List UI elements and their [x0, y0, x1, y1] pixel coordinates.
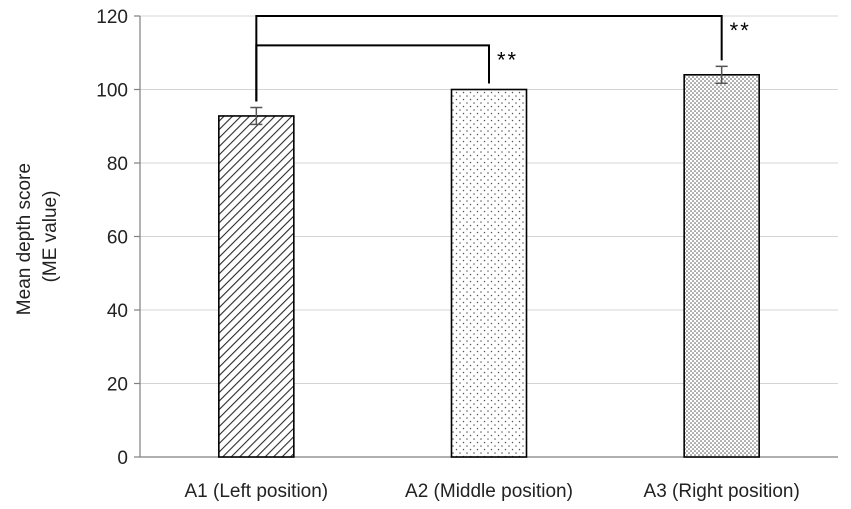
y-tick-label: 40	[107, 301, 128, 322]
bar	[450, 88, 528, 458]
y-tick-label: 60	[107, 228, 128, 249]
y-tick-label: 0	[117, 448, 128, 469]
error-bars	[250, 65, 728, 126]
bar	[683, 74, 760, 458]
significance-label: **	[730, 18, 751, 43]
y-axis-title-line2: (ME value)	[40, 191, 61, 283]
significance-label: **	[497, 47, 518, 72]
category-label: A1 (Left position)	[185, 481, 329, 502]
category-labels: A1 (Left position) A2 (Middle position) A3…	[185, 481, 800, 502]
y-tick-label: 120	[96, 7, 128, 28]
bar	[218, 115, 295, 458]
y-tick-label: 20	[107, 375, 128, 396]
category-label: A2 (Middle position)	[405, 481, 573, 502]
y-axis-title: Mean depth score (ME value)	[14, 158, 61, 315]
significance-bracket	[255, 44, 490, 102]
y-tick-label: 100	[96, 81, 128, 102]
y-tick-label: 80	[107, 154, 128, 175]
significance-brackets: ** **	[255, 15, 751, 102]
y-axis-title-line1: Mean depth score	[14, 163, 35, 315]
bars	[218, 74, 760, 458]
category-label: A3 (Right position)	[644, 481, 800, 502]
